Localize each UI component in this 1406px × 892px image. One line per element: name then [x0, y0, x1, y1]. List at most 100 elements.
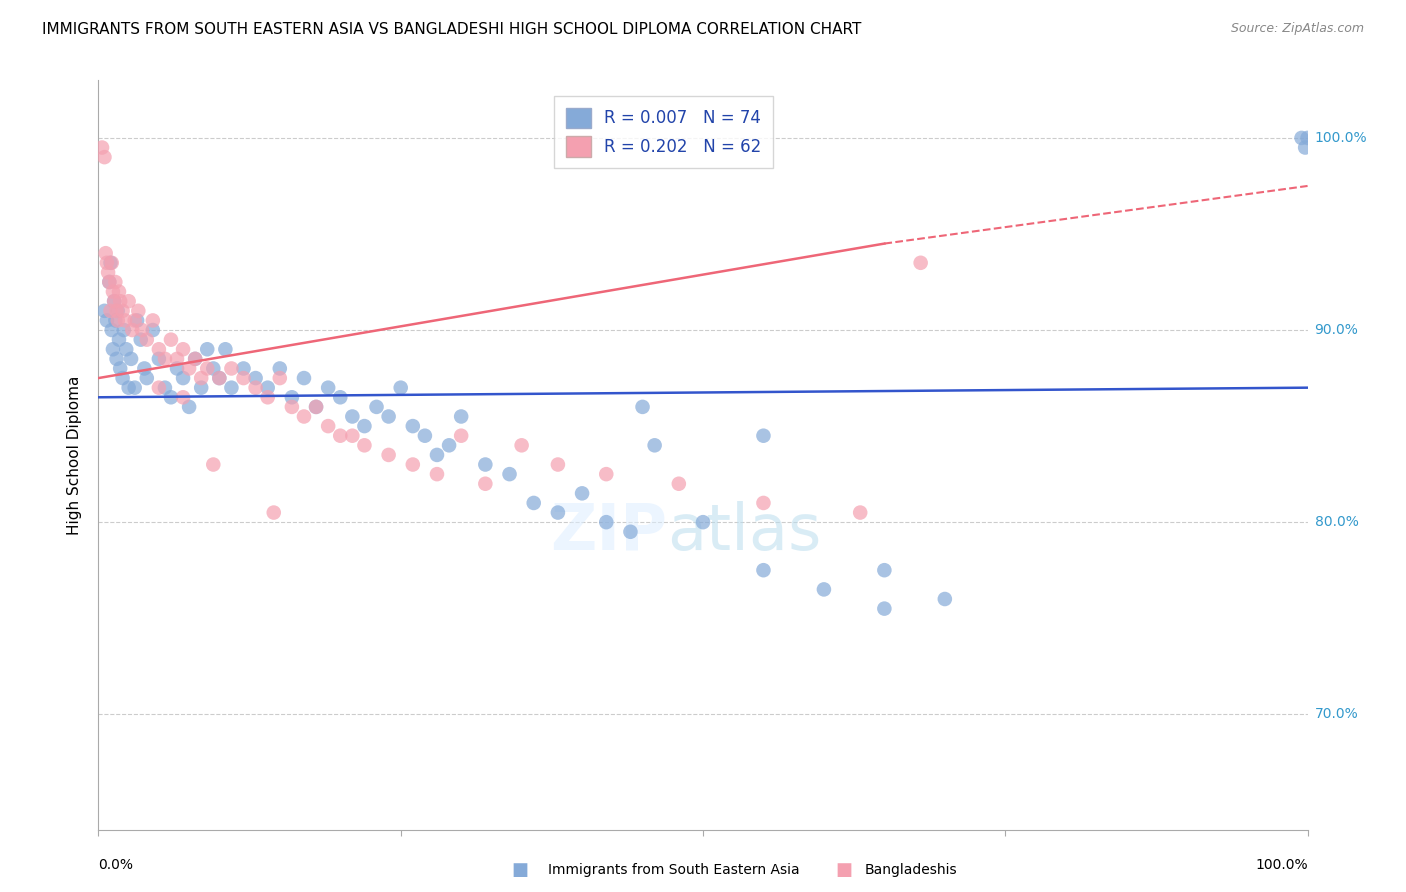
Point	[114, 313, 136, 327]
Point	[752, 428, 775, 442]
Point	[190, 371, 212, 385]
Point	[873, 601, 896, 615]
Point	[142, 323, 165, 337]
Point	[135, 333, 157, 347]
Point	[148, 351, 170, 366]
Point	[208, 371, 231, 385]
Point	[166, 351, 188, 366]
Point	[934, 592, 956, 607]
Point	[426, 448, 449, 462]
Point	[195, 361, 218, 376]
Point	[631, 400, 654, 414]
Point	[120, 351, 142, 366]
Text: 100.0%: 100.0%	[1256, 858, 1308, 872]
Text: Immigrants from South Eastern Asia: Immigrants from South Eastern Asia	[548, 863, 800, 877]
Point	[353, 438, 375, 452]
Point	[100, 303, 122, 318]
Point	[873, 563, 896, 577]
Point	[510, 438, 533, 452]
Point	[195, 343, 218, 357]
Point	[98, 275, 121, 289]
Point	[103, 294, 125, 309]
Point	[377, 409, 399, 424]
Point	[644, 438, 666, 452]
Text: 90.0%: 90.0%	[1315, 323, 1358, 337]
Point	[134, 361, 156, 376]
Point	[547, 506, 569, 520]
Point	[281, 390, 304, 404]
Point	[111, 303, 134, 318]
Text: 80.0%: 80.0%	[1315, 516, 1358, 529]
Point	[474, 476, 496, 491]
Point	[115, 343, 138, 357]
Point	[172, 371, 194, 385]
Point	[172, 390, 194, 404]
Point	[208, 371, 231, 385]
Point	[752, 496, 775, 510]
Point	[108, 285, 131, 299]
Point	[269, 361, 291, 376]
Point	[571, 486, 593, 500]
Point	[498, 467, 520, 482]
Point	[256, 390, 278, 404]
Point	[104, 275, 127, 289]
Text: Source: ZipAtlas.com: Source: ZipAtlas.com	[1230, 22, 1364, 36]
Point	[329, 428, 352, 442]
Point	[98, 275, 121, 289]
Point	[813, 582, 835, 597]
Point	[474, 458, 496, 472]
Point	[1291, 131, 1313, 145]
Point	[100, 323, 122, 337]
Point	[910, 256, 932, 270]
Point	[389, 381, 412, 395]
Point	[752, 563, 775, 577]
Y-axis label: High School Diploma: High School Diploma	[67, 376, 83, 534]
Point	[127, 313, 149, 327]
Point	[202, 361, 225, 376]
Point	[108, 361, 131, 376]
Point	[148, 343, 170, 357]
Text: Bangladeshis: Bangladeshis	[865, 863, 957, 877]
Point	[93, 303, 115, 318]
Point	[316, 419, 339, 434]
Point	[292, 409, 315, 424]
Point	[127, 303, 149, 318]
Point	[202, 458, 225, 472]
Point	[366, 400, 388, 414]
Point	[93, 150, 115, 164]
Point	[124, 381, 146, 395]
Point	[353, 419, 375, 434]
Point	[96, 256, 118, 270]
Text: 100.0%: 100.0%	[1315, 131, 1367, 145]
Point	[153, 381, 176, 395]
Point	[305, 400, 328, 414]
Point	[160, 333, 183, 347]
Text: atlas: atlas	[666, 500, 821, 563]
Text: 70.0%: 70.0%	[1315, 707, 1358, 722]
Point	[692, 515, 714, 529]
Point	[124, 313, 146, 327]
Point	[221, 361, 243, 376]
Point	[108, 333, 131, 347]
Point	[135, 371, 157, 385]
Point	[263, 506, 285, 520]
Text: ■: ■	[835, 861, 852, 879]
Point	[112, 323, 135, 337]
Point	[342, 409, 364, 424]
Point	[245, 371, 267, 385]
Legend: R = 0.007   N = 74, R = 0.202   N = 62: R = 0.007 N = 74, R = 0.202 N = 62	[554, 96, 773, 169]
Point	[142, 313, 165, 327]
Point	[292, 371, 315, 385]
Point	[118, 294, 141, 309]
Point	[179, 400, 201, 414]
Point	[402, 458, 425, 472]
Text: IMMIGRANTS FROM SOUTH EASTERN ASIA VS BANGLADESHI HIGH SCHOOL DIPLOMA CORRELATIO: IMMIGRANTS FROM SOUTH EASTERN ASIA VS BA…	[42, 22, 862, 37]
Point	[256, 381, 278, 395]
Point	[121, 323, 143, 337]
Point	[103, 294, 125, 309]
Point	[101, 285, 124, 299]
Point	[97, 265, 120, 279]
Point	[184, 351, 207, 366]
Point	[172, 343, 194, 357]
Point	[232, 361, 254, 376]
